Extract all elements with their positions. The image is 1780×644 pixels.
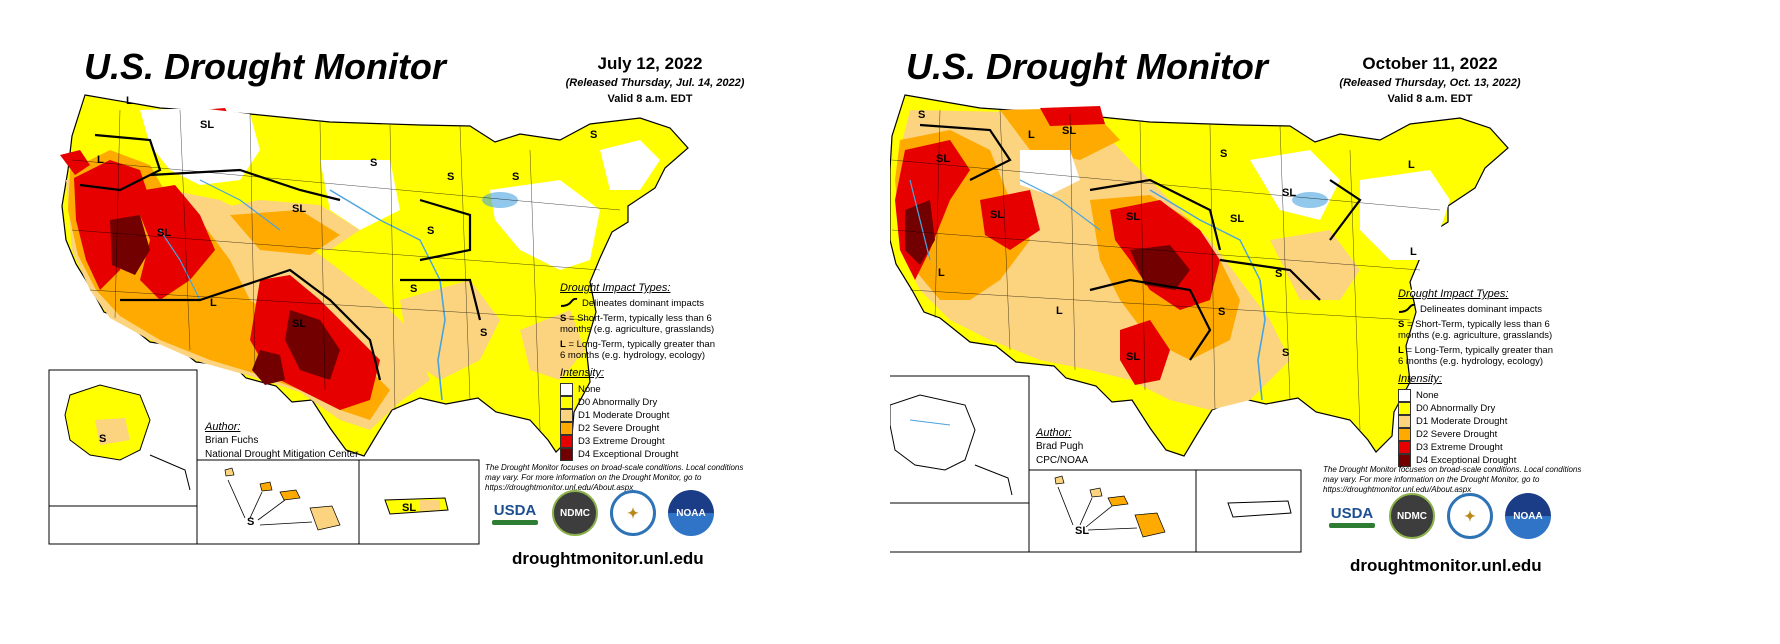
impact-legend-heading: Drought Impact Types:: [560, 282, 671, 294]
impact-label: S: [247, 516, 254, 528]
impact-label: S: [370, 157, 377, 169]
boundary-line-icon: [560, 298, 578, 307]
author-org: National Drought Mitigation Center: [205, 449, 359, 460]
impact-legend: Drought Impact Types: Delineates dominan…: [560, 282, 720, 461]
impact-label: L: [938, 267, 945, 279]
impact-label: S: [1220, 148, 1227, 160]
map-title: U.S. Drought Monitor: [84, 46, 446, 87]
impact-label: L: [1056, 305, 1063, 317]
noaa-logo: NOAA: [668, 490, 714, 536]
impact-legend-short-term: S = Short-Term, typically less than 6 mo…: [560, 313, 715, 335]
legend-item-d2: D2 Severe Drought: [560, 421, 720, 435]
ndmc-logo: NDMC: [1389, 493, 1435, 539]
impact-label: S: [410, 283, 417, 295]
author-name: Brian Fuchs: [205, 435, 259, 446]
author-block: Author: Brad Pugh CPC/NOAA: [1036, 426, 1088, 468]
drought-map: S SL L SL S L SL SL SL SL L L L S SL S S…: [890, 94, 1509, 553]
impact-label: SL: [402, 502, 416, 514]
legend-item-none: None: [560, 382, 720, 396]
impact-legend-line: Delineates dominant impacts: [1398, 304, 1558, 315]
disclaimer-text: The Drought Monitor focuses on broad-sca…: [485, 463, 744, 492]
legend-item-d1: D1 Moderate Drought: [1398, 414, 1558, 428]
doc-seal-icon: ✦: [1447, 493, 1493, 539]
impact-label: L: [1408, 159, 1415, 171]
map-title: U.S. Drought Monitor: [906, 46, 1268, 87]
impact-label: SL: [1075, 525, 1089, 537]
author-name: Brad Pugh: [1036, 441, 1084, 452]
impact-label: L: [126, 95, 133, 107]
partner-logos: USDA NDMC ✦ NOAA: [1327, 493, 1551, 539]
impact-label: SL: [1230, 213, 1244, 225]
intensity-legend: None D0 Abnormally Dry D1 Moderate Droug…: [1398, 388, 1558, 467]
impact-label: S: [1282, 347, 1289, 359]
impact-label: SL: [292, 318, 306, 330]
legend-item-none: None: [1398, 388, 1558, 402]
valid-time: Valid 8 a.m. EDT: [1387, 93, 1473, 105]
impact-label: S: [918, 109, 925, 121]
usda-logo: USDA: [1327, 495, 1377, 537]
impact-label: S: [427, 225, 434, 237]
impact-label: S: [590, 129, 597, 141]
drought-map-panel-july: U.S. Drought Monitor July 12, 2022 (Rele…: [48, 46, 745, 568]
impact-label: SL: [936, 153, 950, 165]
doc-seal-icon: ✦: [610, 490, 656, 536]
impact-label: S: [480, 327, 487, 339]
website-url[interactable]: droughtmonitor.unl.edu: [512, 549, 704, 568]
impact-label: L: [1410, 246, 1417, 258]
impact-label: SL: [1282, 187, 1296, 199]
impact-label: L: [97, 154, 104, 166]
usda-logo: USDA: [490, 492, 540, 534]
legend-item-d0: D0 Abnormally Dry: [560, 395, 720, 409]
impact-label: SL: [1062, 125, 1076, 137]
author-org: CPC/NOAA: [1036, 455, 1089, 466]
intensity-heading: Intensity:: [560, 367, 605, 379]
impact-label: S: [447, 171, 454, 183]
legend-item-d4: D4 Exceptional Drought: [1398, 453, 1558, 467]
legend-item-d4: D4 Exceptional Drought: [560, 447, 720, 461]
boundary-line-icon: [1398, 304, 1416, 313]
author-block: Author: Brian Fuchs National Drought Mit…: [205, 420, 358, 462]
map-date: July 12, 2022: [597, 54, 703, 73]
author-heading: Author:: [205, 421, 241, 433]
impact-label: S: [512, 171, 519, 183]
website-url[interactable]: droughtmonitor.unl.edu: [1350, 556, 1542, 575]
legend-item-d3: D3 Extreme Drought: [1398, 440, 1558, 454]
release-date: (Released Thursday, Oct. 13, 2022): [1339, 77, 1521, 89]
impact-label: L: [1028, 129, 1035, 141]
author-heading: Author:: [1036, 427, 1072, 439]
partner-logos: USDA NDMC ✦ NOAA: [490, 490, 714, 536]
impact-label: S: [1218, 306, 1225, 318]
release-date: (Released Thursday, Jul. 14, 2022): [565, 77, 745, 89]
legend-item-d3: D3 Extreme Drought: [560, 434, 720, 448]
impact-label: S: [99, 433, 106, 445]
valid-time: Valid 8 a.m. EDT: [607, 93, 693, 105]
map-date: October 11, 2022: [1362, 54, 1498, 73]
impact-label: S: [1275, 268, 1282, 280]
ndmc-logo: NDMC: [552, 490, 598, 536]
impact-legend-short-term: S = Short-Term, typically less than 6 mo…: [1398, 319, 1553, 341]
impact-label: SL: [1126, 211, 1140, 223]
impact-label: SL: [157, 227, 171, 239]
legend-item-d2: D2 Severe Drought: [1398, 427, 1558, 441]
impact-label: SL: [200, 119, 214, 131]
impact-label: SL: [1126, 351, 1140, 363]
impact-legend-line: Delineates dominant impacts: [560, 298, 720, 309]
intensity-heading: Intensity:: [1398, 373, 1443, 385]
impact-legend-long-term: L = Long-Term, typically greater than 6 …: [560, 339, 715, 361]
impact-label: SL: [292, 203, 306, 215]
impact-legend-long-term: L = Long-Term, typically greater than 6 …: [1398, 345, 1553, 367]
impact-label: L: [210, 297, 217, 309]
noaa-logo: NOAA: [1505, 493, 1551, 539]
intensity-legend: None D0 Abnormally Dry D1 Moderate Droug…: [560, 382, 720, 461]
impact-label: SL: [990, 209, 1004, 221]
disclaimer-text: The Drought Monitor focuses on broad-sca…: [1323, 465, 1582, 494]
impact-legend-heading: Drought Impact Types:: [1398, 288, 1509, 300]
legend-item-d0: D0 Abnormally Dry: [1398, 401, 1558, 415]
drought-map-panel-october: U.S. Drought Monitor October 11, 2022 (R…: [890, 0, 1780, 644]
drought-map: L SL L S S S SL SL S S L SL S S S S SL: [48, 94, 689, 545]
impact-legend: Drought Impact Types: Delineates dominan…: [1398, 288, 1558, 467]
legend-item-d1: D1 Moderate Drought: [560, 408, 720, 422]
alaska-outline: [890, 394, 976, 471]
